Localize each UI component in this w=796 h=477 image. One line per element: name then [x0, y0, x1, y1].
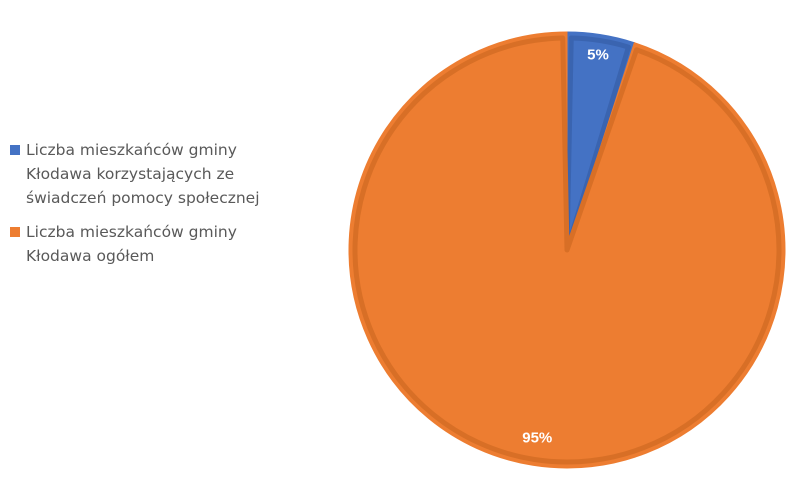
legend-swatch-orange: [10, 227, 20, 237]
legend-item-ogolem: Liczba mieszkańców gminy Kłodawa ogółem: [10, 220, 290, 268]
pie-slice-border-ogolem: [352, 35, 782, 465]
legend-item-pomoc-spoleczna: Liczba mieszkańców gminy Kłodawa korzyst…: [10, 138, 290, 210]
data-label-ogolem: 95%: [522, 430, 552, 447]
chart-legend: Liczba mieszkańców gminy Kłodawa korzyst…: [10, 138, 290, 278]
legend-swatch-blue: [10, 145, 20, 155]
legend-label-ogolem: Liczba mieszkańców gminy Kłodawa ogółem: [26, 223, 237, 265]
pie-slices: [348, 31, 786, 469]
data-label-pomoc-spoleczna: 5%: [587, 46, 609, 63]
pie-slice-border-pomoc-spoleczna: [564, 35, 631, 253]
legend-label-pomoc-spoleczna: Liczba mieszkańców gminy Kłodawa korzyst…: [26, 141, 260, 207]
pie-data-labels: 5% 95%: [522, 46, 609, 446]
